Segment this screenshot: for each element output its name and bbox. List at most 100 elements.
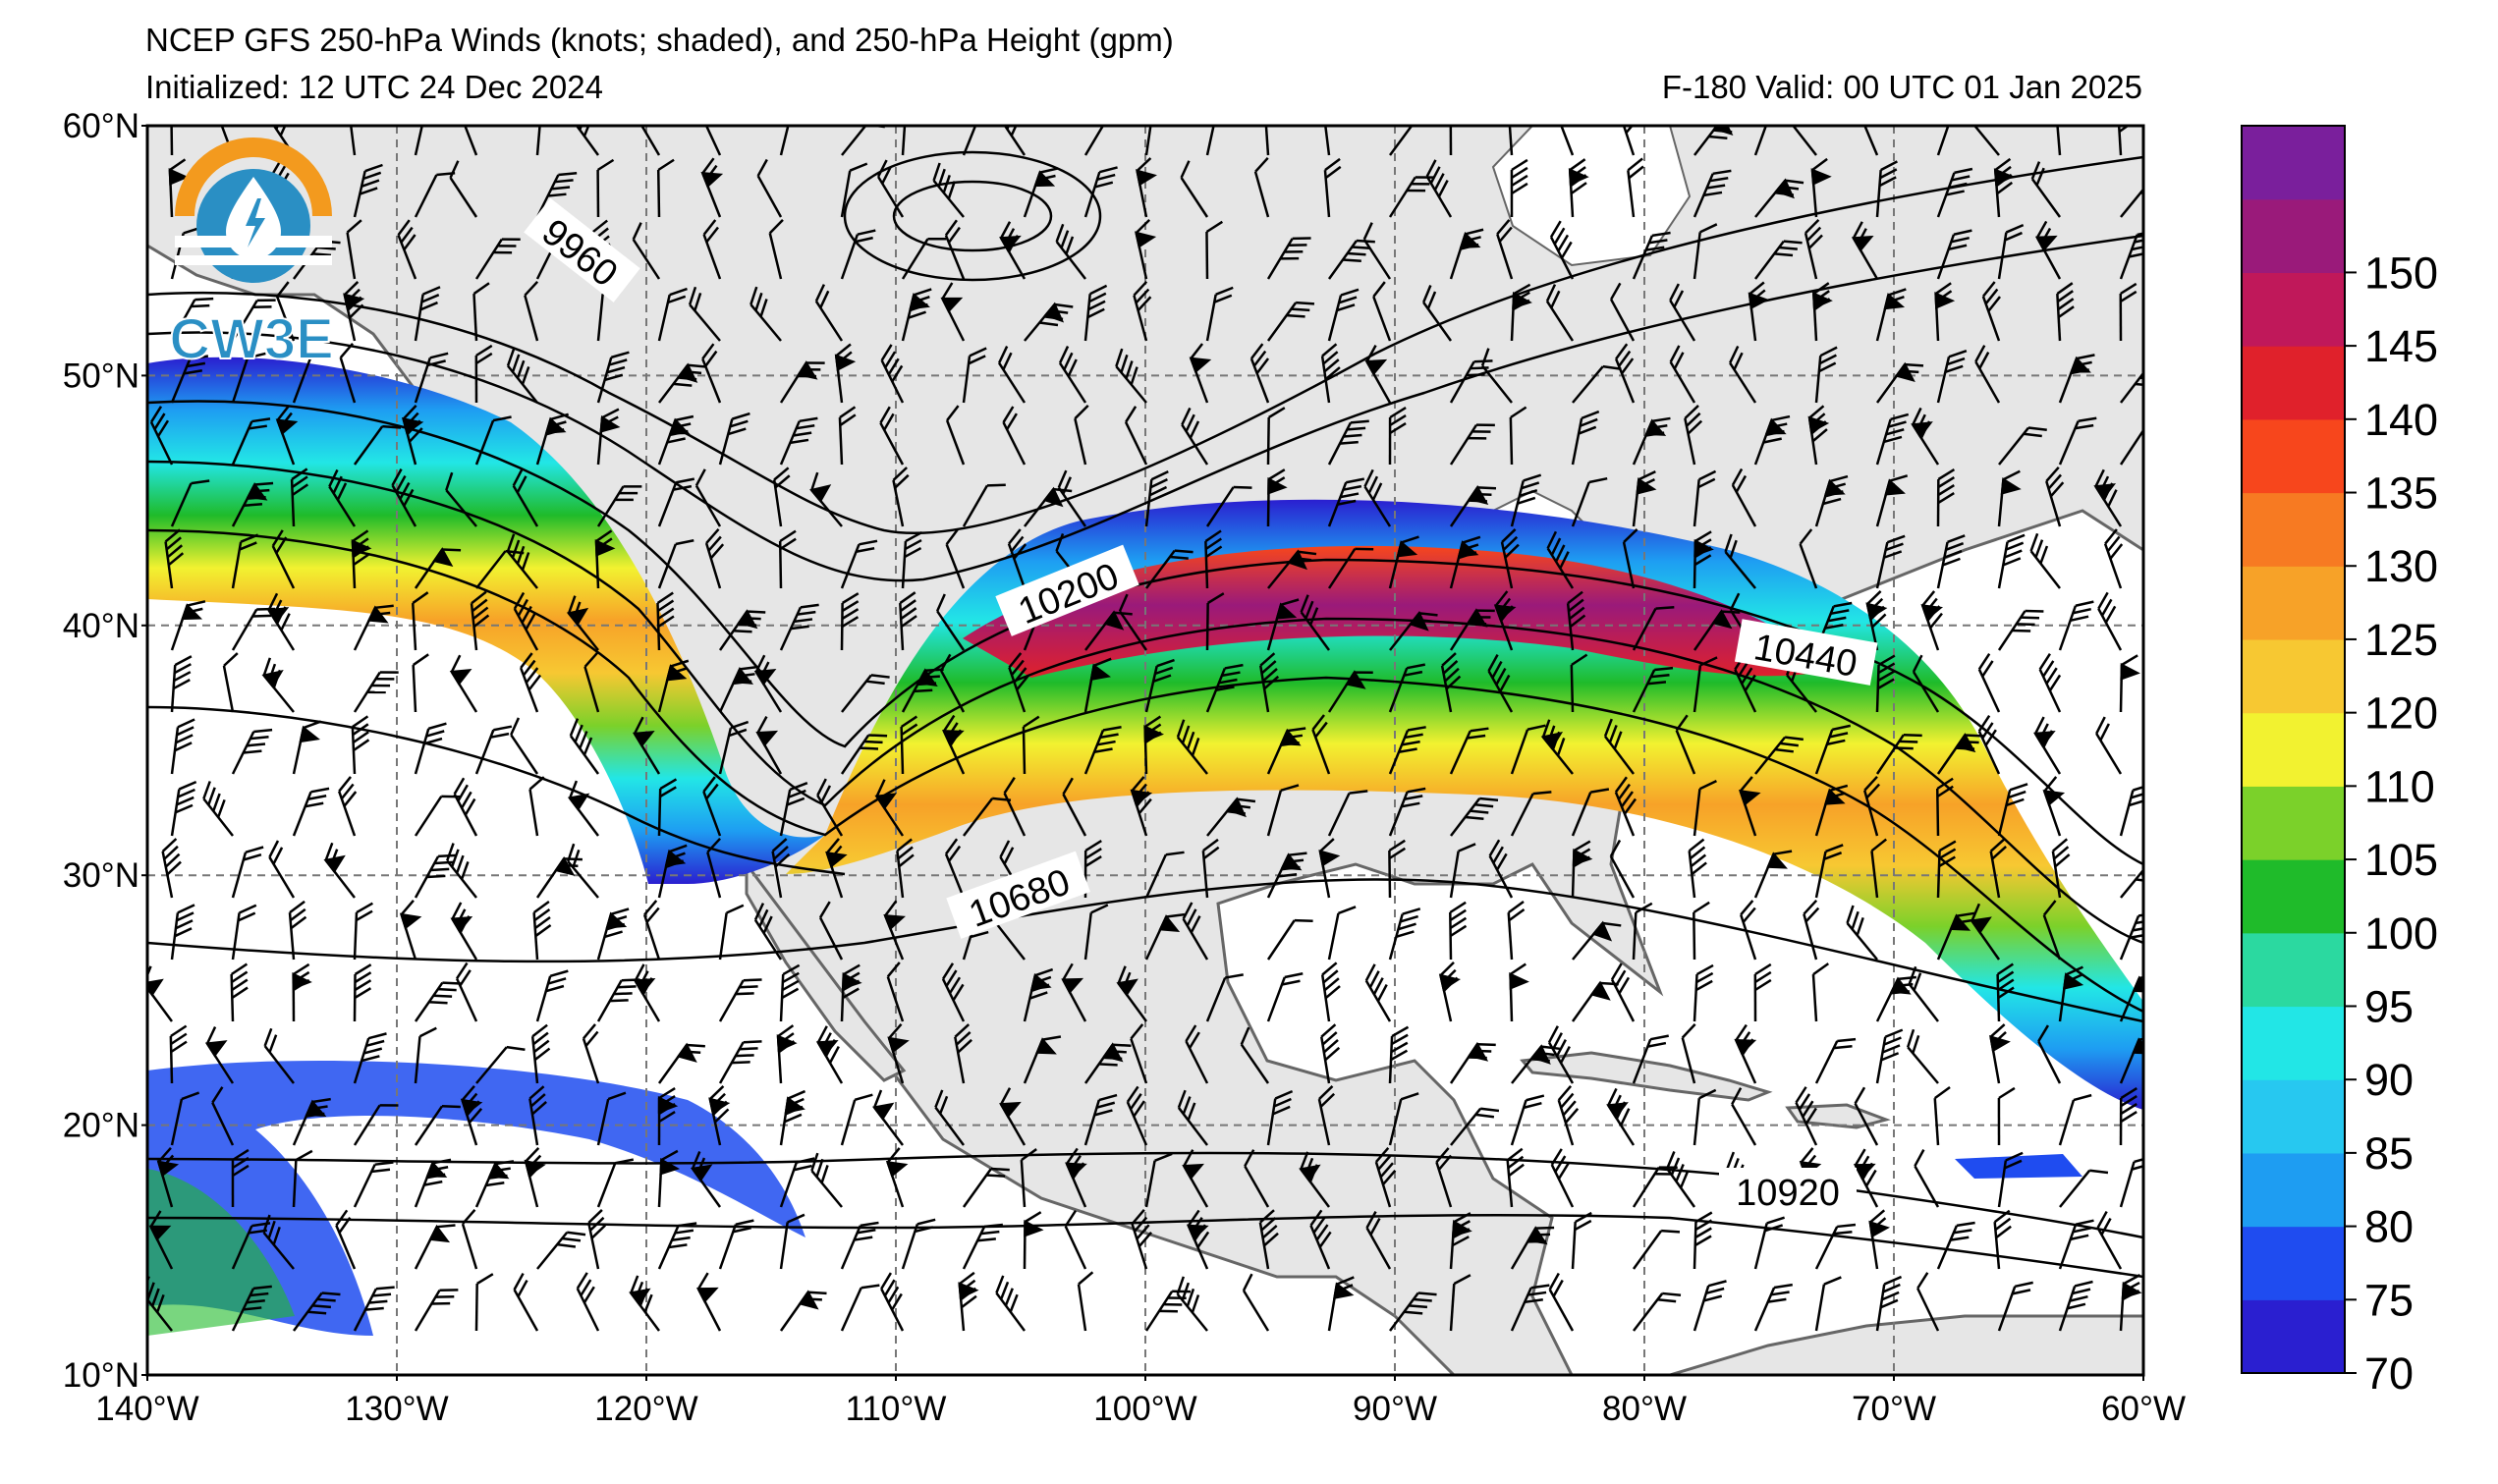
wind-barb bbox=[1422, 284, 1453, 342]
wind-barb bbox=[414, 722, 447, 775]
wind-barb bbox=[1693, 530, 1714, 589]
wind-barb bbox=[657, 287, 688, 342]
colorbar-tick-label: 135 bbox=[2364, 468, 2438, 519]
colorbar-swatch bbox=[2242, 1226, 2345, 1300]
wind-barb bbox=[512, 468, 539, 527]
wind-barb bbox=[656, 591, 675, 651]
wind-barb bbox=[1450, 797, 1499, 837]
wind-barb bbox=[2119, 1087, 2137, 1146]
wind-barb bbox=[474, 725, 513, 775]
wind-barb bbox=[1144, 469, 1169, 527]
lon-tick-label: 130°W bbox=[345, 1390, 448, 1428]
wind-barb bbox=[263, 1027, 295, 1084]
wind-barb bbox=[1205, 663, 1244, 713]
wind-barb bbox=[1681, 1022, 1696, 1084]
colorbar-tick-label: 100 bbox=[2364, 908, 2438, 959]
wind-barb bbox=[1510, 1226, 1555, 1270]
wind-barb bbox=[1693, 963, 1714, 1022]
wind-barb bbox=[536, 1231, 586, 1270]
colorbar-tick-label: 70 bbox=[2364, 1348, 2414, 1399]
wind-barb bbox=[1077, 1271, 1094, 1332]
wind-barb bbox=[1803, 899, 1820, 961]
wind-barb bbox=[535, 171, 578, 218]
colorbar: 70 75 80 85 90 95 100 105 110 120 125 130 135 140 145 1… bbox=[2241, 125, 2438, 1399]
colorbar-tick-label: 105 bbox=[2364, 835, 2438, 885]
wind-barb bbox=[704, 528, 725, 589]
wind-barb bbox=[1507, 126, 1514, 156]
wind-barb bbox=[840, 734, 888, 775]
wind-barb bbox=[2042, 900, 2062, 961]
wind-barb bbox=[204, 1026, 235, 1084]
wind-barb bbox=[1002, 406, 1027, 466]
wind-barb bbox=[1388, 1292, 1437, 1332]
colorbar-swatch bbox=[2242, 566, 2345, 640]
wind-barb bbox=[2120, 860, 2143, 899]
wind-barb bbox=[1323, 157, 1342, 218]
wind-barb bbox=[414, 1289, 459, 1332]
wind-barb bbox=[2029, 532, 2061, 589]
wind-barb bbox=[1914, 1149, 1940, 1208]
wind-barb bbox=[2119, 654, 2140, 713]
wind-barb bbox=[772, 467, 791, 527]
wind-barb bbox=[1875, 534, 1906, 589]
wind-barb bbox=[1388, 907, 1421, 961]
wind-barb bbox=[2058, 1093, 2092, 1146]
wind-barb bbox=[1084, 610, 1133, 651]
wind-barb bbox=[2097, 591, 2123, 651]
wind-barb bbox=[231, 481, 274, 527]
wind-barb bbox=[1083, 657, 1112, 713]
wind-barb bbox=[633, 963, 661, 1022]
wind-barb bbox=[874, 779, 905, 837]
wind-barb bbox=[776, 1024, 798, 1084]
wind-barb bbox=[632, 222, 661, 280]
wind-barb bbox=[391, 467, 417, 527]
wind-barb bbox=[1311, 714, 1331, 775]
jet-core bbox=[963, 545, 1837, 678]
wind-barb bbox=[1908, 965, 1939, 1022]
wind-barb bbox=[1609, 839, 1636, 899]
colorbar-swatch bbox=[2242, 786, 2345, 860]
wind-barb bbox=[1540, 719, 1574, 775]
wind-barb bbox=[528, 1085, 547, 1146]
lon-tick-label: 100°W bbox=[1093, 1390, 1196, 1428]
wind-barb bbox=[944, 838, 966, 899]
wind-barb bbox=[1118, 593, 1148, 651]
wind-barb bbox=[690, 1151, 722, 1208]
wind-barb bbox=[1500, 528, 1520, 589]
wind-barb bbox=[1258, 1209, 1279, 1270]
wind-barb bbox=[2058, 600, 2094, 651]
wind-barb bbox=[706, 837, 722, 899]
wind-barb bbox=[1614, 776, 1638, 837]
wind-barb bbox=[1669, 345, 1696, 404]
wind-barb bbox=[414, 1158, 452, 1208]
wind-barb bbox=[1911, 407, 1940, 466]
wind-barb bbox=[1814, 1037, 1857, 1084]
wind-barb bbox=[1116, 965, 1148, 1022]
wind-barb bbox=[1603, 718, 1635, 775]
wind-barb bbox=[1989, 1023, 2011, 1084]
wind-barb bbox=[474, 238, 521, 280]
wind-barb bbox=[2119, 282, 2137, 342]
wind-barb bbox=[1510, 1284, 1550, 1332]
wind-barb bbox=[535, 969, 569, 1022]
wind-barb bbox=[1206, 797, 1256, 837]
wind-barb bbox=[642, 900, 661, 961]
wind-barb bbox=[2119, 911, 2143, 961]
colorbar-swatch bbox=[2242, 126, 2345, 200]
wind-barb bbox=[1450, 1107, 1500, 1146]
wind-barb bbox=[816, 778, 844, 837]
wind-barb bbox=[519, 652, 542, 713]
wind-barb bbox=[532, 901, 552, 961]
wind-barb bbox=[1568, 158, 1589, 218]
wind-barb bbox=[896, 838, 915, 899]
wind-barb bbox=[1724, 533, 1756, 589]
wind-barb bbox=[1572, 364, 1622, 404]
wind-barb bbox=[657, 1222, 697, 1270]
wind-barb bbox=[2058, 416, 2097, 466]
colorbar-tick-label: 75 bbox=[2364, 1275, 2414, 1325]
wind-barb bbox=[879, 406, 905, 466]
wind-barb bbox=[995, 1275, 1027, 1332]
wind-barb bbox=[1327, 419, 1369, 466]
wind-barb bbox=[886, 962, 905, 1022]
wind-barb bbox=[1510, 791, 1552, 837]
